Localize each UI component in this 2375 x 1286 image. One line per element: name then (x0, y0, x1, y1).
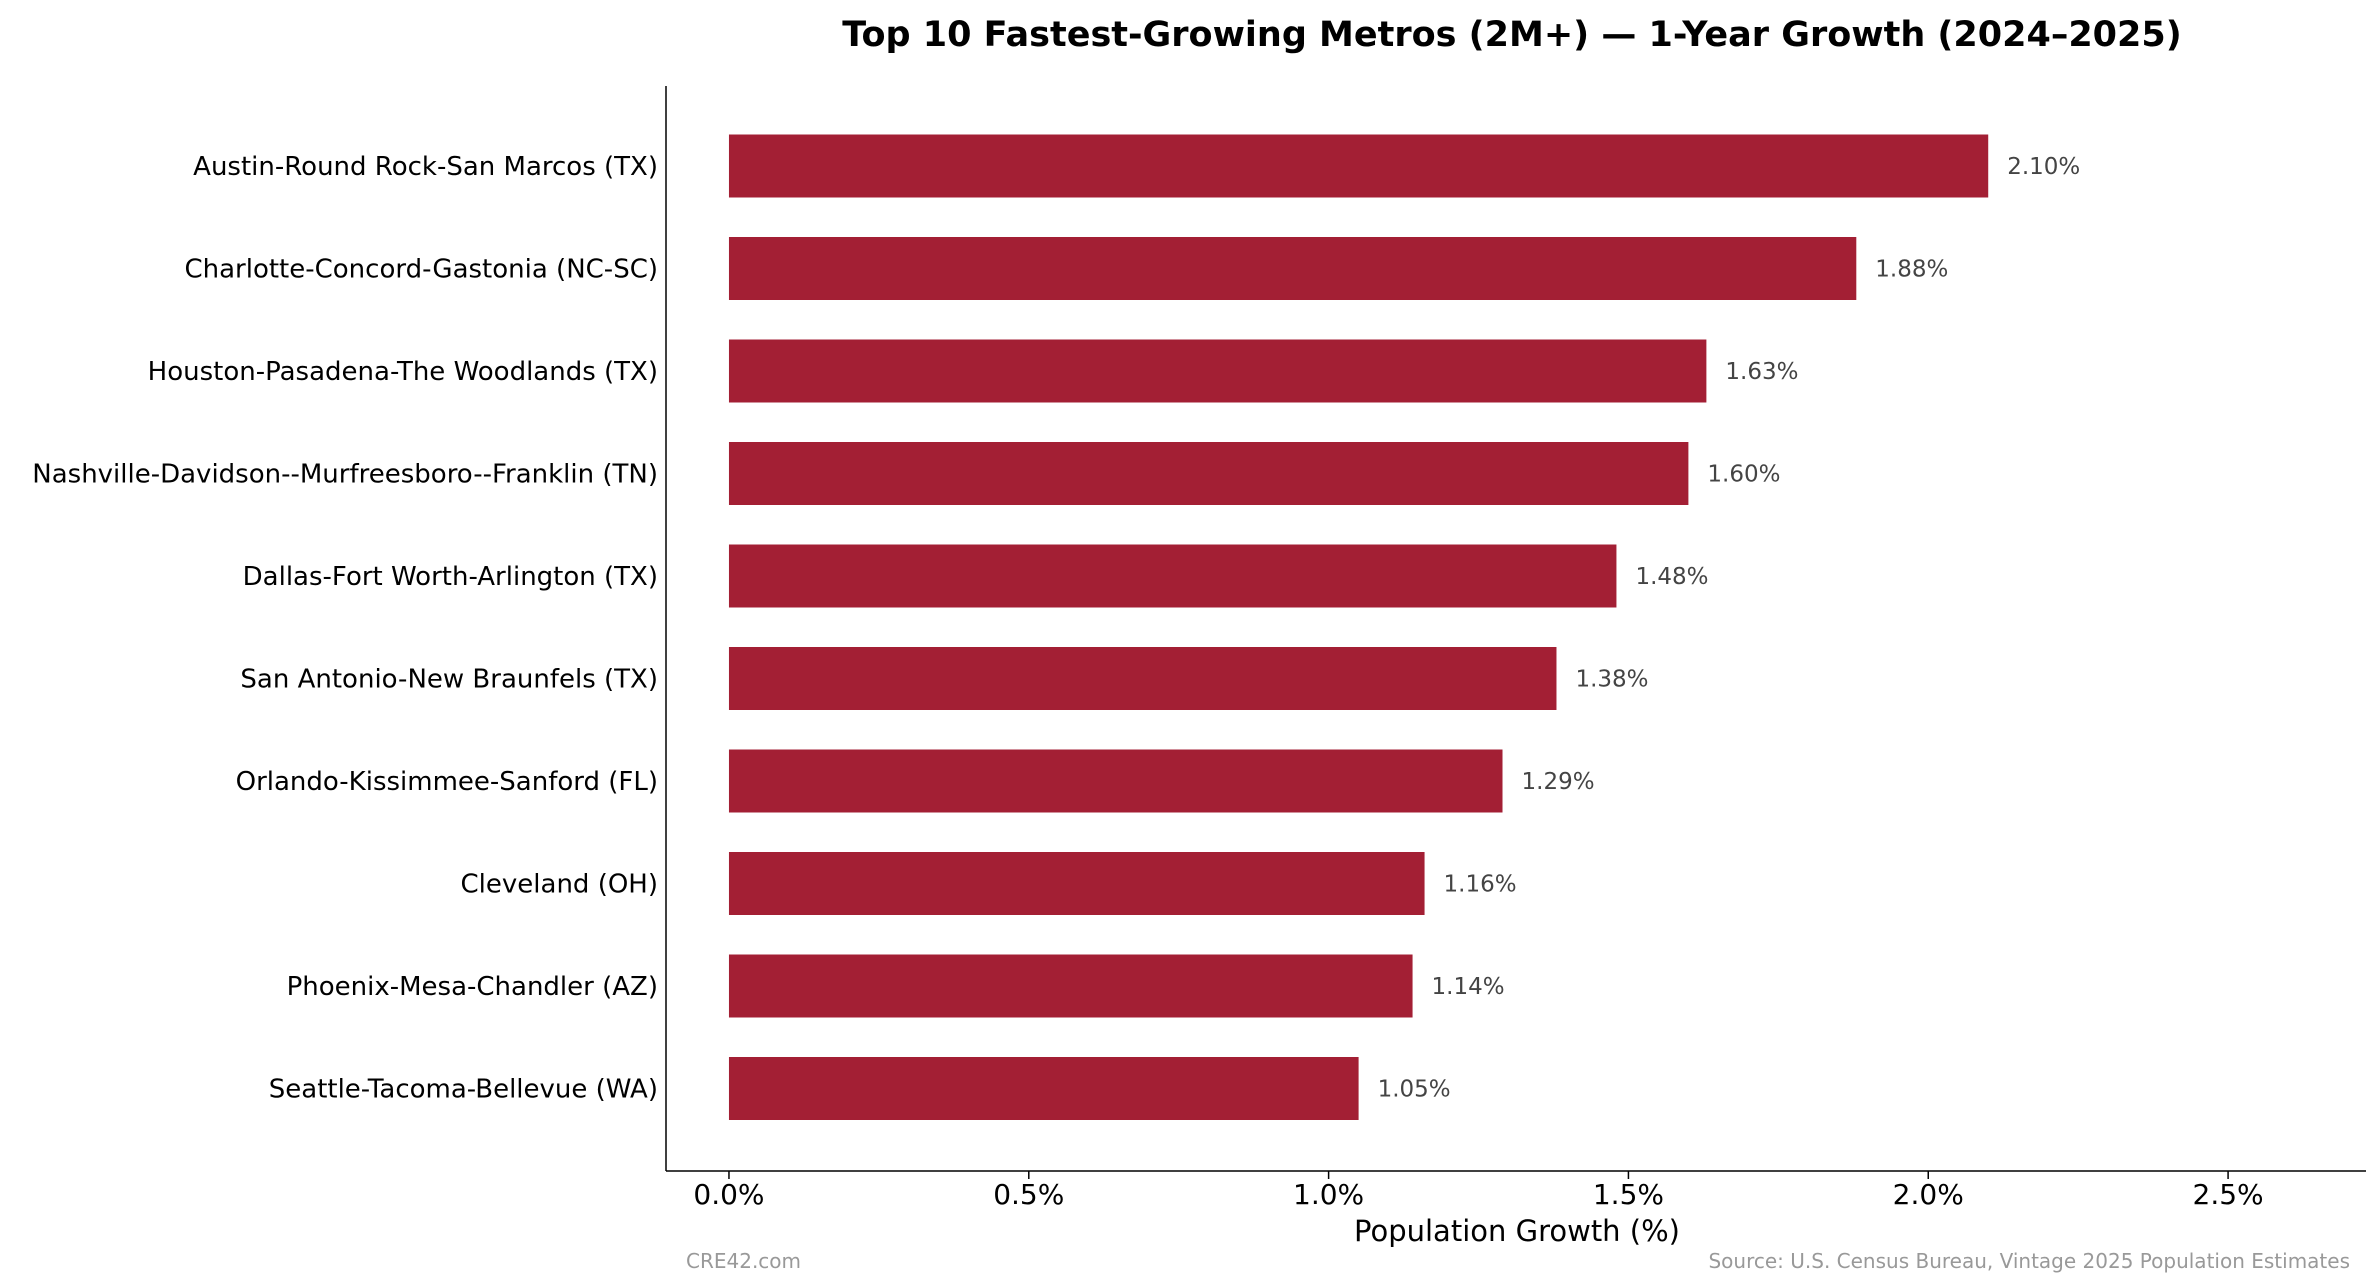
category-label: Phoenix-Mesa-Chandler (AZ) (287, 972, 658, 1002)
category-label: Austin-Round Rock-San Marcos (TX) (193, 152, 658, 182)
value-label: 2.10% (2007, 154, 2080, 180)
value-label: 1.38% (1575, 667, 1648, 693)
bars-group (728, 134, 1989, 1120)
value-label: 1.88% (1875, 257, 1948, 283)
x-tick-label: 2.5% (2193, 1178, 2264, 1211)
bar (728, 954, 1413, 1018)
category-label: Dallas-Fort Worth-Arlington (TX) (243, 562, 658, 592)
category-label: San Antonio-New Braunfels (TX) (240, 665, 658, 695)
x-tick-label: 0.5% (993, 1178, 1064, 1211)
value-label: 1.14% (1432, 974, 1505, 1000)
x-tick-label: 2.0% (1893, 1178, 1964, 1211)
bar (728, 544, 1617, 608)
bar (728, 339, 1707, 403)
value-label: 1.29% (1522, 769, 1595, 795)
category-label: Seattle-Tacoma-Bellevue (WA) (269, 1075, 658, 1105)
category-label: Charlotte-Concord-Gastonia (NC-SC) (184, 255, 658, 285)
value-label: 1.63% (1725, 359, 1798, 385)
x-tick-label: 0.0% (693, 1178, 764, 1211)
bar (728, 237, 1857, 300)
x-tick-label: 1.0% (1293, 1178, 1364, 1211)
bar (728, 1057, 1359, 1120)
value-label: 1.16% (1444, 872, 1517, 898)
x-tick-label: 1.5% (1593, 1178, 1664, 1211)
bar (728, 852, 1425, 915)
category-label: Nashville-Davidson--Murfreesboro--Frankl… (32, 460, 658, 490)
category-label: Orlando-Kissimmee-Sanford (FL) (236, 767, 658, 797)
value-labels-group: 2.10% 1.88% 1.63% 1.60% 1.48% 1.38% 1.29% 1.16%… (1378, 154, 2081, 1103)
axes-group (665, 86, 2366, 1172)
x-axis-title: Population Growth (%) (1354, 1214, 1680, 1248)
bar (728, 442, 1689, 505)
bar (728, 134, 1989, 198)
bar (728, 749, 1503, 813)
footer-right: Source: U.S. Census Bureau, Vintage 2025… (1708, 1249, 2350, 1273)
category-label: Houston-Pasadena-The Woodlands (TX) (148, 357, 658, 387)
category-labels-group: Austin-Round Rock-San Marcos (TX) Charlot… (32, 152, 658, 1105)
x-ticks-group: 0.0% 0.5% 1.0% 1.5% 2.0% 2.5% (693, 1171, 2264, 1211)
category-label: Cleveland (OH) (461, 870, 658, 900)
value-label: 1.05% (1378, 1077, 1451, 1103)
value-label: 1.48% (1635, 564, 1708, 590)
chart-title: Top 10 Fastest-Growing Metros (2M+) — 1-… (842, 15, 2181, 55)
bar (728, 647, 1557, 710)
footer-left: CRE42.com (686, 1249, 801, 1273)
value-label: 1.60% (1707, 462, 1780, 488)
